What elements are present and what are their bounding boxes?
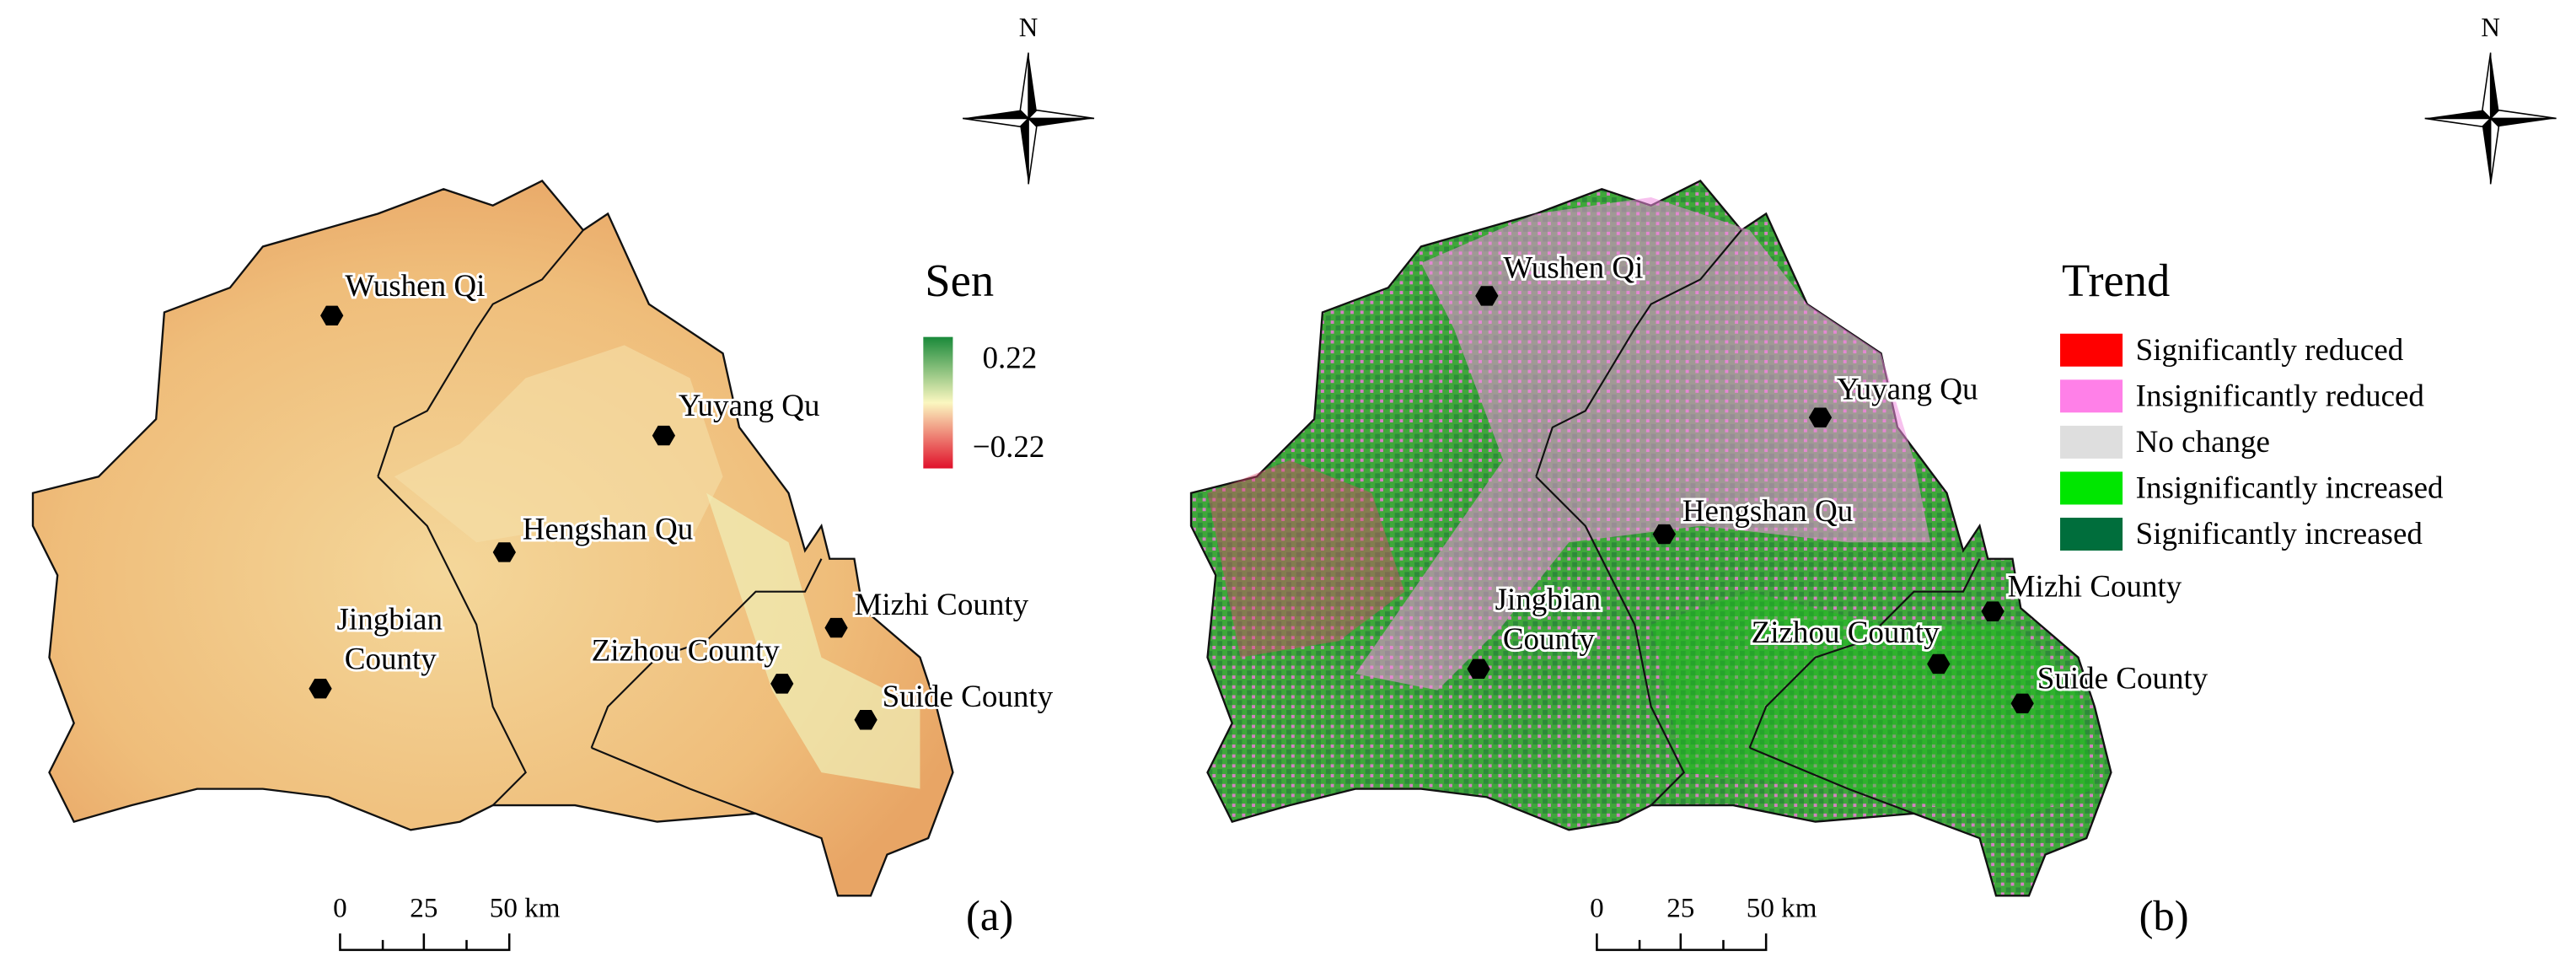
city-label: Zizhou County: [592, 634, 781, 669]
city-label: Mizhi County: [854, 588, 1028, 622]
city-label: Jingbian County: [337, 603, 443, 677]
panel-a: Wushen Qi Yuyang Qu Hengshan Qu Jingbian…: [31, 13, 1095, 951]
map-texture: [1650, 591, 2095, 822]
legend-label: Significantly increased: [2136, 517, 2423, 551]
panel-b: Wushen Qi Yuyang Qu Hengshan Qu Jingbian…: [1189, 13, 2557, 951]
city-label: Suide County: [2037, 662, 2208, 696]
panel-label: (b): [2139, 892, 2189, 939]
city-label: Jingbian County: [1495, 583, 1601, 657]
map-texture: [394, 345, 723, 543]
legend-swatch: [2060, 471, 2123, 505]
legend-swatch: [2060, 379, 2123, 413]
city-label: Yuyang Qu: [679, 389, 820, 423]
map-texture: [1355, 196, 1931, 691]
panel-label: (a): [966, 892, 1013, 939]
city-label: Suide County: [883, 680, 1054, 714]
colorbar: [923, 336, 953, 469]
legend-swatch: [2060, 425, 2123, 459]
city-label: Wushen Qi: [345, 269, 485, 304]
north-arrow: [962, 52, 1095, 185]
scale-label: 50 km: [490, 893, 561, 924]
north-label: N: [1019, 13, 1038, 42]
city-label: Hengshan Qu: [523, 512, 694, 546]
legend-title: Trend: [2062, 255, 2170, 306]
scale-bar: [339, 933, 511, 951]
city-label: Wushen Qi: [1503, 250, 1643, 285]
legend-label: Insignificantly increased: [2136, 471, 2444, 506]
legend-label: Significantly reduced: [2136, 333, 2404, 368]
legend-label: Insignificantly reduced: [2136, 379, 2425, 414]
legend-label: No change: [2136, 425, 2270, 460]
legend-label: −0.22: [973, 430, 1045, 465]
north-label: N: [2481, 13, 2500, 42]
north-arrow: [2424, 52, 2557, 185]
scale-bar: [1596, 933, 1768, 951]
legend-label: 0.22: [982, 341, 1037, 376]
scale-label: 25: [1666, 893, 1694, 924]
legend-swatch: [2060, 518, 2123, 551]
city-label: Zizhou County: [1752, 616, 1940, 650]
city-label: Yuyang Qu: [1837, 373, 1978, 407]
city-label: Hengshan Qu: [1682, 494, 1854, 529]
legend-swatch: [2060, 333, 2123, 367]
map-texture: [1207, 460, 1405, 658]
scale-label: 25: [410, 893, 437, 924]
scale-label: 50 km: [1747, 893, 1817, 924]
city-label: Mizhi County: [2008, 570, 2182, 605]
scale-label: 0: [333, 893, 347, 924]
legend-title: Sen: [925, 255, 994, 306]
scale-label: 0: [1590, 893, 1604, 924]
